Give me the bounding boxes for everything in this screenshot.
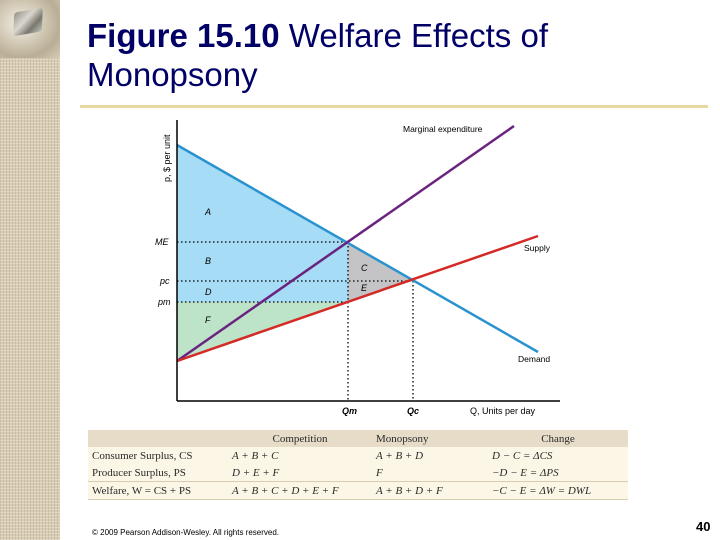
table-row: Welfare, W = CS + PS A + B + C + D + E +…: [88, 481, 628, 500]
table-cell: F: [372, 464, 488, 482]
supply-curve: [176, 234, 539, 363]
table-cell: A + B + C + D + E + F: [228, 481, 372, 500]
region-B-D: [177, 242, 348, 302]
decorative-side-strip: [0, 0, 60, 540]
page-number: 40: [696, 519, 711, 534]
region-E-label: E: [361, 283, 368, 293]
me-tick-label: ME: [155, 237, 169, 247]
table-cell: Producer Surplus, PS: [88, 464, 228, 482]
demand-label: Demand: [518, 354, 550, 364]
pc-tick-label: pc: [159, 276, 170, 286]
table-cell: A + B + D: [372, 447, 488, 464]
pm-tick-label: pm: [157, 297, 171, 307]
region-D-label: D: [205, 287, 212, 297]
table-header-row: Competition Monopsony Change: [88, 430, 628, 447]
glass-cube-image: [0, 0, 60, 58]
supply-label: Supply: [524, 243, 551, 253]
table-header: Change: [488, 430, 628, 447]
monopsony-chart: p, $ per unit Q, Units per day ME pc pm …: [155, 120, 560, 416]
region-F-label: F: [205, 315, 211, 325]
region-C-E: [348, 242, 413, 302]
copyright-footer: © 2009 Pearson Addison-Wesley. All right…: [92, 528, 280, 537]
region-B-label: B: [205, 256, 211, 266]
title-text: Welfare Effects of Monopsony: [87, 17, 548, 93]
table-cell: Welfare, W = CS + PS: [88, 481, 228, 500]
me-curve-label: Marginal expenditure: [403, 124, 483, 134]
table-row: Producer Surplus, PS D + E + F F −D − E …: [88, 464, 628, 482]
table-cell: −C − E = ΔW = DWL: [488, 481, 628, 500]
welfare-table: Competition Monopsony Change Consumer Su…: [88, 430, 628, 500]
table-cell: Consumer Surplus, CS: [88, 447, 228, 464]
qc-tick-label: Qc: [407, 406, 419, 416]
region-A-label: A: [204, 207, 211, 217]
table-header: Monopsony: [372, 430, 488, 447]
y-axis-label: p, $ per unit: [162, 134, 172, 182]
title-figure-number: Figure 15.10: [87, 17, 280, 54]
demand-curve: [176, 143, 539, 354]
table-header: Competition: [228, 430, 372, 447]
marginal-expenditure-curve: [176, 124, 515, 363]
x-axis-label: Q, Units per day: [470, 406, 536, 416]
region-C-label: C: [361, 263, 368, 273]
slide-title: Figure 15.10 Welfare Effects of Monopson…: [87, 16, 720, 94]
table-cell: D + E + F: [228, 464, 372, 482]
table-cell: A + B + D + F: [372, 481, 488, 500]
table-cell: A + B + C: [228, 447, 372, 464]
table-header: [88, 430, 228, 447]
table-cell: −D − E = ΔPS: [488, 464, 628, 482]
qm-tick-label: Qm: [342, 406, 357, 416]
table-cell: D − C = ΔCS: [488, 447, 628, 464]
title-divider: [80, 105, 708, 108]
table-row: Consumer Surplus, CS A + B + C A + B + D…: [88, 447, 628, 464]
